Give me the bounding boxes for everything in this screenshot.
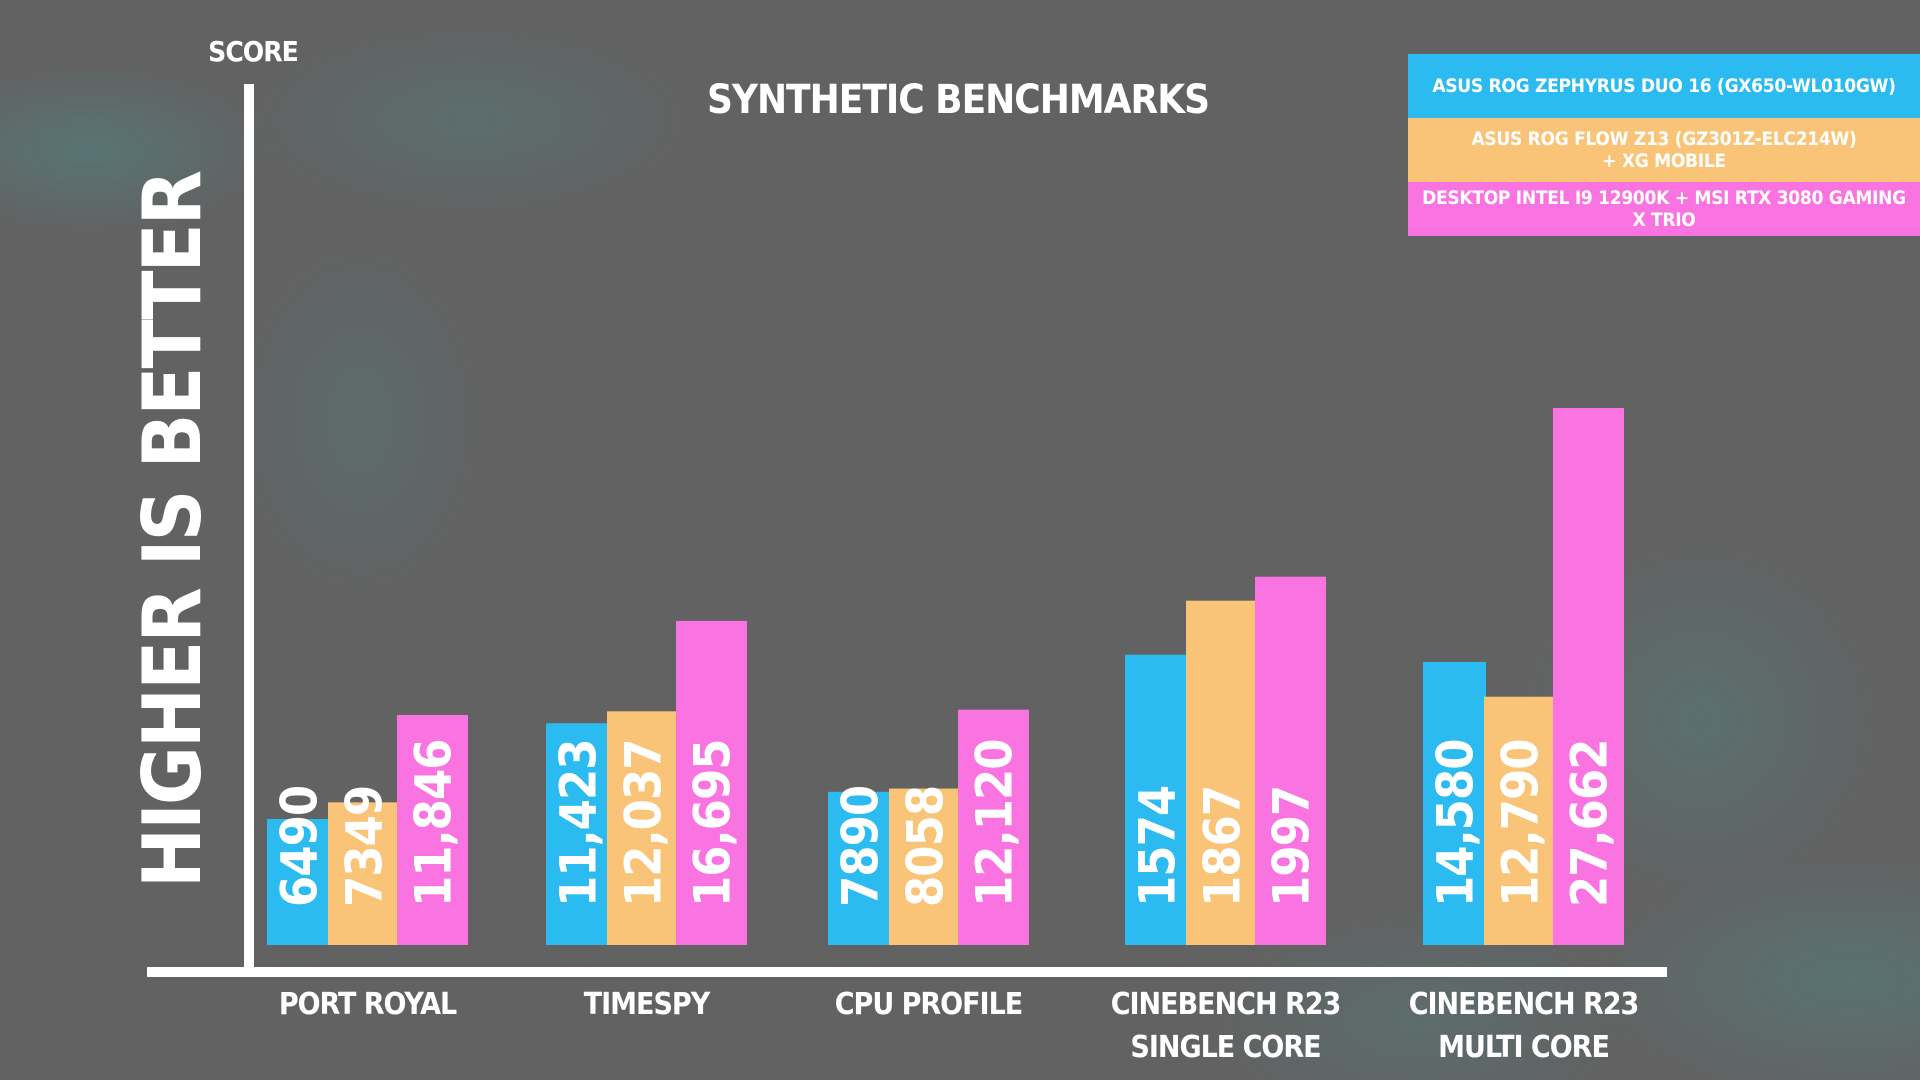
bar-3: [1255, 576, 1326, 945]
bar-1: [1423, 661, 1486, 945]
bar-3: [676, 620, 747, 945]
bar-3: [958, 709, 1029, 945]
legend-item: ASUS ROG ZEPHYRUS DUO 16 (GX650-WL010GW): [1408, 54, 1920, 118]
bar-value-label: 11,846: [405, 739, 463, 907]
x-tick-label: SINGLE CORE: [1130, 1030, 1320, 1065]
bar-2: [1186, 600, 1257, 945]
bar-value-label: 7890: [832, 786, 890, 907]
bar-value-label: 11,423: [550, 739, 608, 907]
legend-item-label: ASUS ROG FLOW Z13 (GZ301Z-ELC214W): [1471, 128, 1857, 150]
x-tick-label: PORT ROYAL: [279, 987, 457, 1022]
legend-item: DESKTOP INTEL I9 12900K + MSI RTX 3080 G…: [1408, 182, 1920, 236]
bar-value-label: 6490: [271, 786, 329, 907]
side-label: HIGHER IS BETTER: [126, 171, 219, 888]
bar-value-label: 14,580: [1427, 739, 1485, 907]
bar-1: [828, 791, 891, 945]
bar-2: [328, 802, 399, 945]
legend-item: ASUS ROG FLOW Z13 (GZ301Z-ELC214W) + XG M…: [1408, 118, 1920, 182]
bar-2: [1484, 696, 1555, 945]
bar-value-label: 27,662: [1561, 739, 1619, 907]
bar-value-label: 12,790: [1492, 739, 1550, 907]
legend-item-label: ASUS ROG ZEPHYRUS DUO 16 (GX650-WL010GW): [1432, 75, 1896, 97]
x-tick-label: CINEBENCH R23: [1409, 987, 1639, 1022]
bar-value-label: 12,120: [966, 739, 1024, 907]
bar-value-label: 16,695: [684, 739, 742, 907]
bar-value-label: 7349: [336, 786, 394, 907]
chart-title: SYNTHETIC BENCHMARKS: [707, 77, 1209, 123]
legend-item-label: + XG MOBILE: [1602, 150, 1726, 172]
legend-item-text: ASUS ROG FLOW Z13 (GZ301Z-ELC214W) + XG M…: [1471, 128, 1856, 172]
legend-item-text: ASUS ROG ZEPHYRUS DUO 16 (GX650-WL010GW): [1432, 75, 1896, 97]
legend: ASUS ROG ZEPHYRUS DUO 16 (GX650-WL010GW)…: [1408, 54, 1920, 236]
bar-value-label: 8058: [897, 786, 955, 907]
legend-item-label: DESKTOP INTEL I9 12900K + MSI RTX 3080 G…: [1422, 187, 1906, 231]
bar-2: [607, 711, 678, 945]
bar-value-label: 1867: [1194, 786, 1252, 907]
bar-1: [546, 723, 609, 945]
x-tick-label: TIMESPY: [584, 987, 711, 1022]
bar-2: [889, 788, 960, 945]
bar-value-label: 12,037: [615, 739, 673, 907]
x-tick-label: CINEBENCH R23: [1111, 987, 1341, 1022]
bar-3: [397, 715, 468, 945]
x-tick-label: MULTI CORE: [1438, 1030, 1609, 1065]
bar-1: [267, 819, 330, 945]
x-tick-label: CPU PROFILE: [835, 987, 1023, 1022]
legend-item-text: DESKTOP INTEL I9 12900K + MSI RTX 3080 G…: [1416, 187, 1912, 231]
bar-value-label: 1997: [1263, 786, 1321, 907]
bar-1: [1125, 654, 1188, 945]
bar-3: [1553, 408, 1624, 945]
bar-value-label: 1574: [1129, 786, 1187, 907]
y-axis-label: SCORE: [208, 35, 298, 68]
